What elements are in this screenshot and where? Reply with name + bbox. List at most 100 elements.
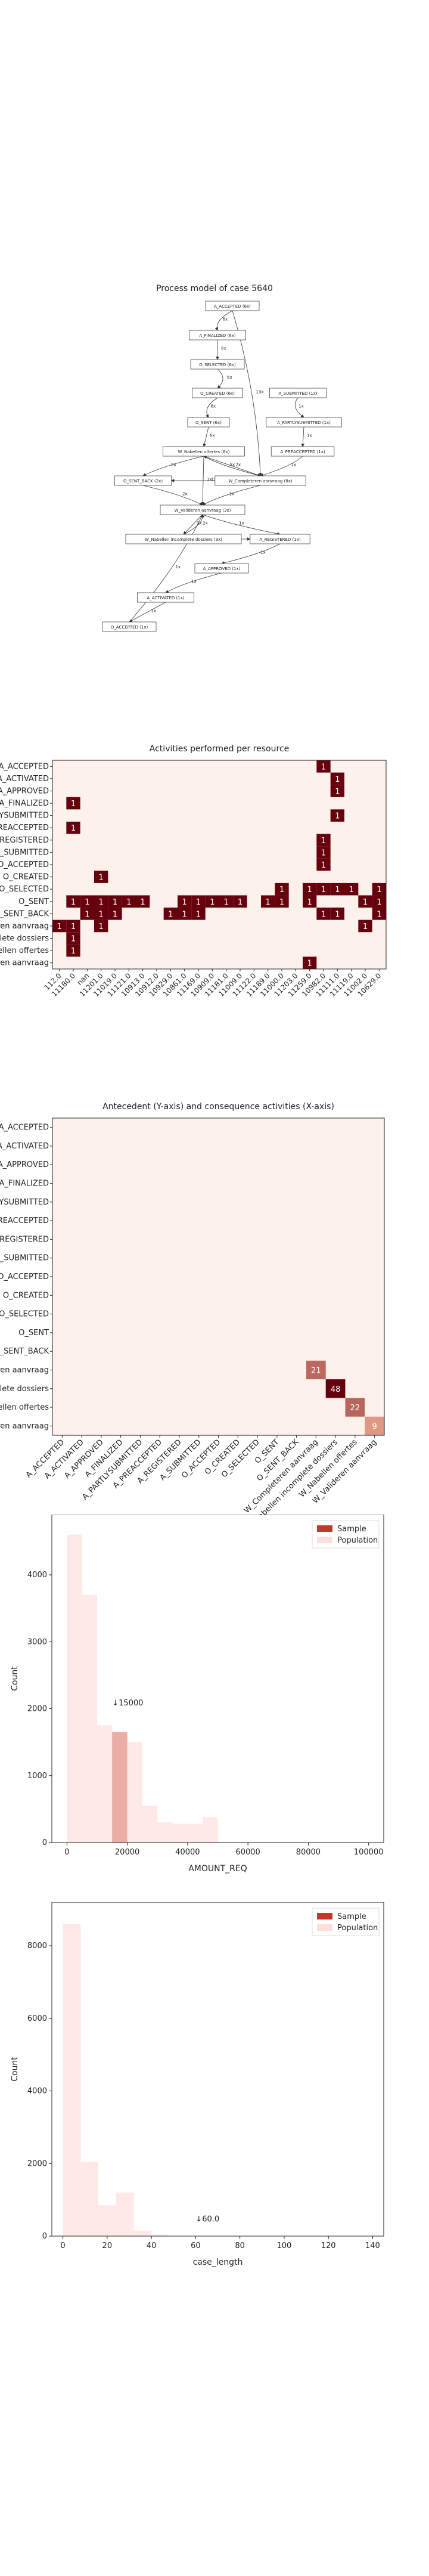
edge-o_created-o_sent — [206, 397, 218, 418]
cell-label: 1 — [321, 861, 326, 870]
heatmap-cell — [372, 895, 386, 908]
node-label-a_partly: A_PARTLYSUBMITTED (1x) — [277, 420, 331, 425]
heatmap-cell — [233, 895, 247, 908]
x-tick-label: 40 — [147, 2241, 157, 2250]
heatmap-cell — [191, 895, 206, 908]
heatmap-cell — [344, 883, 359, 896]
cell-label: 1 — [363, 898, 368, 907]
amount-histogram-panel: 0 20000 40000 60000 80000 100000 0 1000 2000 3000… — [0, 1514, 429, 1896]
cell-label: 1 — [238, 898, 243, 907]
y-axis-label: Count — [10, 2057, 20, 2082]
y-tick-label: A_REGISTERED — [0, 836, 49, 845]
population-bar — [116, 2192, 134, 2236]
edge-a_partly-a_preaccepted — [301, 426, 305, 447]
edge-w_completeren-w_valideren — [202, 485, 261, 506]
x-tick-label: 100000 — [354, 1848, 384, 1857]
x-tick-label: 40000 — [175, 1848, 200, 1857]
y-tick-label: 2000 — [27, 1705, 47, 1714]
cell-label: 1 — [307, 898, 312, 907]
y-tick-label: W_Completeren aanvraag — [0, 1366, 49, 1374]
edge-label: 1x — [291, 463, 297, 467]
node-label-o_created: O_CREATED (6x) — [200, 391, 235, 396]
heatmap-cell — [316, 760, 331, 773]
heatmap-cell — [94, 908, 108, 920]
y-tick-label: O_ACCEPTED — [0, 860, 49, 869]
plot-background — [52, 1902, 384, 2236]
edge-a_registered-a_approved — [221, 543, 281, 565]
heatmap-cell — [358, 895, 372, 908]
edge-a_preaccepted-w_completeren — [260, 456, 303, 477]
node-label-w_valideren: W_Valideren aanvraag (3x) — [175, 508, 231, 513]
edge-label: 6x — [211, 404, 216, 409]
cell-label: 1 — [99, 898, 104, 907]
y-tick-label: A_SUBMITTED — [0, 848, 49, 857]
edge-label: 1x — [239, 521, 244, 526]
edge-label: 1x — [212, 477, 217, 482]
cell-label: 1 — [71, 800, 76, 809]
edge-label: 2x — [236, 463, 241, 467]
node-w_nabellen_incompleet — [125, 534, 242, 544]
node-w_valideren — [160, 504, 245, 515]
y-tick-label: W_Valideren aanvraag — [0, 1422, 49, 1431]
legend-swatch-population — [317, 1537, 332, 1543]
cell-label: 1 — [182, 910, 187, 919]
heatmap-cell — [178, 908, 192, 920]
y-tick-label: O_CREATED — [3, 873, 49, 882]
edge-label: 1x — [299, 404, 304, 409]
edge-label: 1x — [176, 565, 181, 569]
population-bar — [63, 1924, 81, 2236]
sample-annotation: ↓15000 — [112, 1699, 143, 1708]
cell-label: 1 — [279, 886, 284, 894]
y-tick-label: 4000 — [27, 1571, 47, 1580]
chart-title: Activities performed per resource — [150, 744, 289, 754]
node-o_accepted — [102, 621, 157, 632]
heatmap-cell — [330, 785, 344, 797]
transition-heatmap: Antecedent (Y-axis) and consequence acti… — [0, 1102, 385, 1533]
edge-w_nabellen_offertes-w_valideren — [201, 456, 204, 506]
x-tick-label: 0 — [64, 1848, 69, 1857]
population-bar — [157, 1822, 173, 1843]
heatmap-cell — [80, 908, 94, 920]
y-tick-label: O_ACCEPTED — [0, 1272, 49, 1281]
population-bar — [203, 1817, 218, 1843]
cell-label: 1 — [335, 787, 340, 796]
legend-label-sample: Sample — [337, 1912, 366, 1921]
chart-title: Antecedent (Y-axis) and consequence acti… — [102, 1102, 334, 1111]
cell-label: 1 — [307, 959, 312, 968]
heatmap-cell — [316, 908, 331, 920]
cell-label: 1 — [377, 886, 381, 894]
node-label-w_nabellen_offertes: W_Nabellen offertes (6x) — [178, 450, 230, 454]
heatmap-cell — [316, 846, 331, 859]
cell-label: 1 — [168, 910, 173, 919]
x-axis-label: case_length — [193, 2258, 243, 2267]
cell-label: 21 — [311, 1366, 321, 1375]
heatmap-cell — [275, 883, 289, 896]
population-bar — [127, 1742, 142, 1843]
y-tick-label: W_Valideren aanvraag — [0, 959, 49, 968]
heatmap-cell — [365, 1416, 384, 1435]
heatmap-cell — [261, 895, 275, 908]
cell-label: 48 — [331, 1385, 341, 1394]
cell-label: 1 — [321, 910, 326, 919]
heatmap-cell — [163, 908, 178, 920]
cell-label: 1 — [349, 886, 354, 894]
node-label-a_submitted: A_SUBMITTED (1x) — [278, 391, 318, 396]
y-tick-label: W_Completeren aanvraag — [0, 922, 49, 931]
heatmap-cell — [52, 919, 67, 933]
heatmap-cell — [122, 895, 136, 908]
cell-label: 1 — [182, 898, 187, 907]
heatmap-cell — [94, 871, 108, 883]
edge-label: 6x — [223, 317, 228, 322]
y-tick-label: 8000 — [27, 1942, 47, 1950]
population-bar — [98, 2205, 116, 2236]
heatmap-cell — [66, 919, 80, 933]
y-tick-label: A_PARTLYSUBMITTED — [0, 812, 49, 821]
transition-heatmap-panel: Antecedent (Y-axis) and consequence acti… — [0, 1097, 429, 1533]
node-label-o_sent: O_SENT (6x) — [195, 420, 222, 425]
node-o_selected — [190, 359, 245, 370]
y-tick-label: A_PREACCEPTED — [0, 823, 49, 832]
y-tick-label: 0 — [42, 2232, 47, 2241]
edge-label: 1x — [191, 580, 197, 584]
node-a_registered — [250, 534, 310, 544]
heatmap-cell — [108, 895, 122, 908]
